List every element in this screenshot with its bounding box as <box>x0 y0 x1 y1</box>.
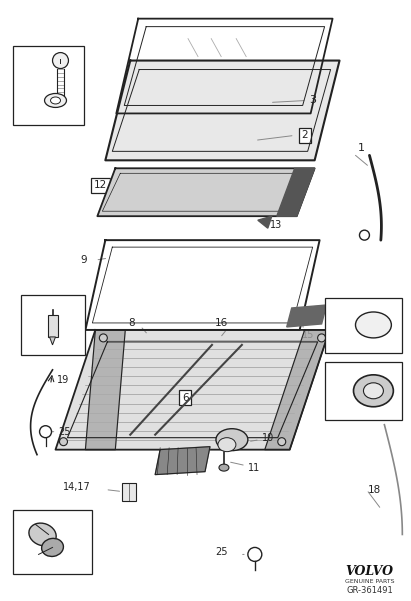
Circle shape <box>360 230 369 240</box>
Text: 21, 23: 21, 23 <box>330 303 360 313</box>
Ellipse shape <box>218 438 236 451</box>
Text: 14,17: 14,17 <box>62 481 90 492</box>
Polygon shape <box>155 447 210 475</box>
Text: GENUINE PARTS: GENUINE PARTS <box>345 579 394 584</box>
Circle shape <box>248 548 262 561</box>
Bar <box>13 46 84 126</box>
Polygon shape <box>97 168 315 216</box>
Circle shape <box>318 334 326 342</box>
Text: 11: 11 <box>248 463 260 472</box>
Polygon shape <box>258 216 272 228</box>
Circle shape <box>60 438 67 446</box>
Text: 16: 16 <box>215 318 228 328</box>
Text: GR-361491: GR-361491 <box>346 586 393 595</box>
Ellipse shape <box>363 383 383 399</box>
Text: VOLVO: VOLVO <box>345 565 393 578</box>
Text: 12: 12 <box>94 180 107 191</box>
Text: 5: 5 <box>18 96 25 105</box>
Text: 25: 25 <box>58 427 71 437</box>
Text: 20: 20 <box>18 511 32 522</box>
Polygon shape <box>105 61 339 160</box>
Text: 8: 8 <box>128 318 135 328</box>
Ellipse shape <box>51 97 60 104</box>
Ellipse shape <box>219 464 229 471</box>
Polygon shape <box>287 305 327 327</box>
Bar <box>122 483 136 501</box>
Bar <box>21 295 85 355</box>
Text: 13: 13 <box>270 220 282 230</box>
Bar <box>48 315 58 337</box>
Ellipse shape <box>42 538 63 557</box>
Text: 6: 6 <box>182 393 188 403</box>
Text: 10: 10 <box>262 433 274 443</box>
Ellipse shape <box>353 375 393 407</box>
Circle shape <box>39 426 51 438</box>
Polygon shape <box>85 330 125 450</box>
Polygon shape <box>55 330 330 450</box>
Polygon shape <box>265 330 330 450</box>
Text: 15: 15 <box>302 330 314 340</box>
Text: 2: 2 <box>301 130 308 141</box>
Ellipse shape <box>356 312 391 338</box>
Ellipse shape <box>216 429 248 451</box>
Text: 19: 19 <box>56 375 69 385</box>
Polygon shape <box>50 337 55 345</box>
Bar <box>325 362 402 419</box>
Bar <box>13 510 92 575</box>
Text: 25: 25 <box>215 548 227 557</box>
Bar <box>325 298 402 353</box>
Text: 7: 7 <box>25 310 32 320</box>
Text: 18: 18 <box>367 484 381 495</box>
Text: 4: 4 <box>18 64 25 73</box>
Circle shape <box>278 438 286 446</box>
Ellipse shape <box>29 523 56 546</box>
Ellipse shape <box>44 94 67 108</box>
Circle shape <box>99 334 107 342</box>
Text: 3: 3 <box>309 96 316 105</box>
Text: 9: 9 <box>81 255 87 265</box>
Text: 1: 1 <box>358 144 365 153</box>
Polygon shape <box>277 168 315 216</box>
Circle shape <box>53 52 69 69</box>
Text: 22, 24: 22, 24 <box>330 365 361 375</box>
